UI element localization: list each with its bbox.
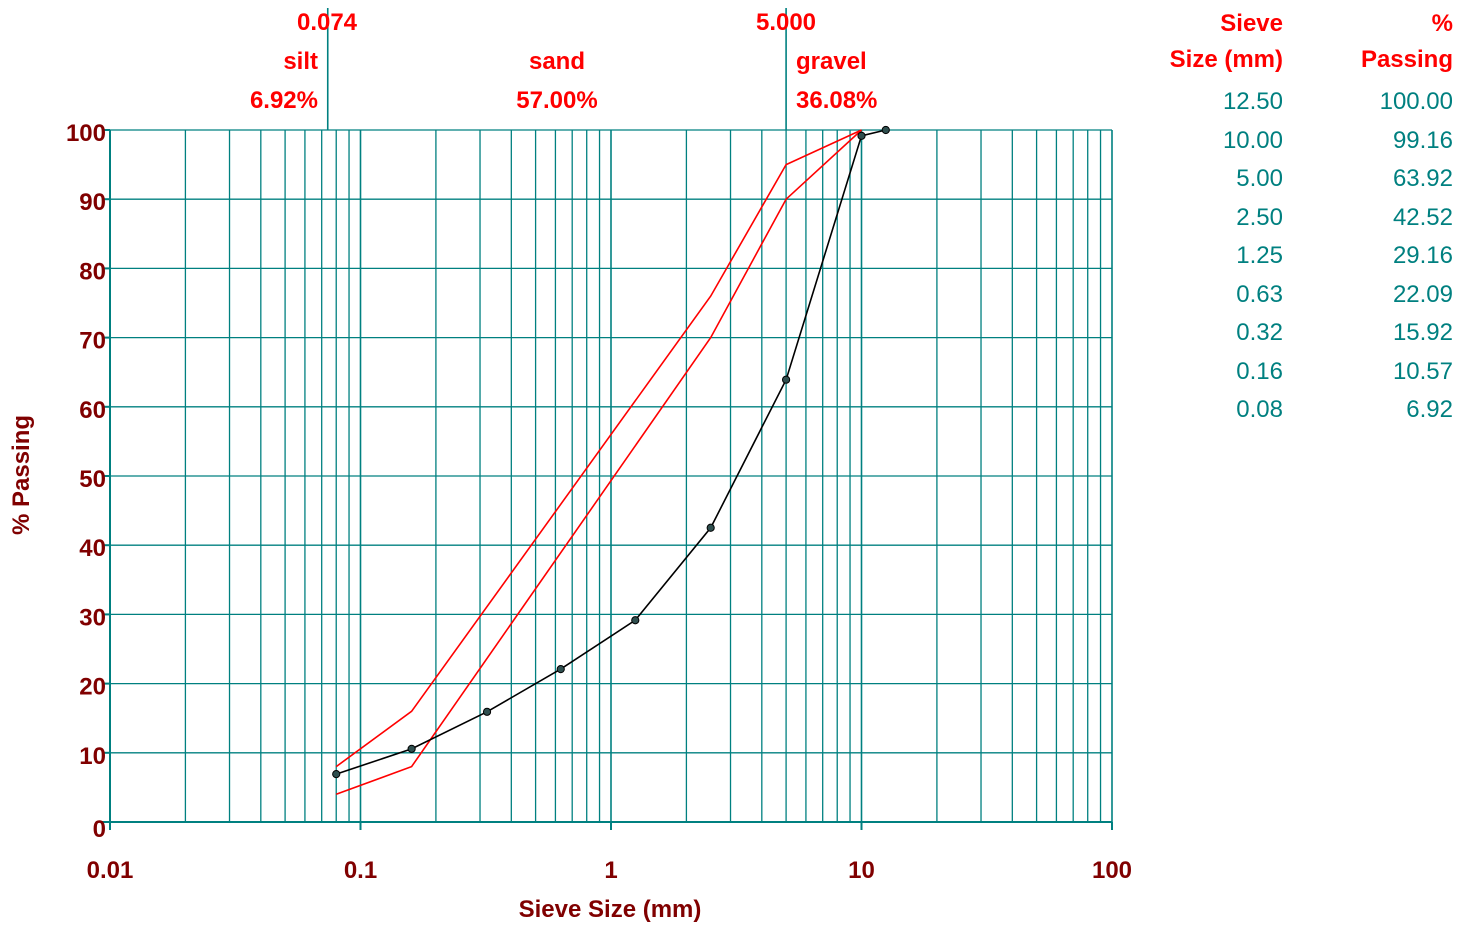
envelope-limit-line	[335, 129, 862, 768]
sieve-size-header: Sieve Size (mm)	[1083, 6, 1283, 78]
passing-cell: 100.00	[1379, 88, 1453, 115]
passing-cell: 42.52	[1392, 203, 1453, 231]
passing-cell: 63.92	[1392, 165, 1453, 192]
grading-curve-point	[706, 523, 715, 532]
passing-cell: 6.92	[1406, 396, 1453, 423]
passing-column: 100.00 99.16 63.92 42.52 29.16 22.09 15.…	[1303, 88, 1453, 435]
zone-sand-name: sand	[529, 48, 585, 75]
sieve-size-header-line2: Size (mm)	[1169, 46, 1283, 73]
y-tick-label: 40	[79, 535, 106, 562]
x-tick-label: 10	[848, 857, 875, 884]
sieve-size-cell: 1.25	[1236, 242, 1283, 269]
grading-curve-point	[781, 375, 791, 384]
grading-curve-point	[881, 125, 890, 135]
boundary-label-silt-sand: 0.074	[297, 9, 358, 36]
passing-cell: 15.92	[1392, 319, 1453, 346]
y-tick-label: 10	[79, 743, 106, 770]
x-tick-label: 100	[1092, 857, 1132, 884]
zone-silt-percent: 6.92%	[250, 87, 318, 114]
passing-header: % Passing	[1293, 6, 1453, 78]
sieve-size-column: 12.50 10.00 5.00 2.50 1.25 0.63 0.32 0.1…	[1133, 88, 1283, 435]
passing-cell: 22.09	[1392, 280, 1453, 308]
x-axis-title: Sieve Size (mm)	[519, 896, 702, 923]
boundary-label-sand-gravel: 5.000	[756, 9, 816, 36]
x-tick-label: 1	[604, 857, 617, 884]
y-tick-label: 0	[93, 816, 106, 843]
sieve-size-cell: 0.16	[1236, 357, 1283, 385]
sieve-size-cell: 0.32	[1236, 319, 1283, 346]
y-tick-label: 70	[79, 328, 106, 355]
sieve-size-cell: 10.00	[1222, 126, 1283, 154]
passing-cell: 29.16	[1392, 242, 1453, 269]
zone-sand-percent: 57.00%	[516, 87, 597, 114]
chart-grid	[102, 129, 1113, 830]
y-tick-label: 80	[79, 258, 106, 285]
axis-ticks: 0.01 0.1 1 10 100 0 10 20 30 40 50 60 70 80 90 100	[66, 120, 1132, 884]
x-tick-label: 0.01	[87, 857, 134, 884]
grading-curve-point	[857, 131, 866, 140]
grading-curve-point	[631, 616, 640, 625]
chart-series	[332, 125, 890, 796]
grading-curve-point	[556, 665, 565, 674]
y-tick-label: 50	[79, 466, 106, 493]
sieve-size-header-line1: Sieve	[1220, 10, 1283, 37]
envelope-limit-line	[335, 129, 863, 796]
x-tick-label: 0.1	[344, 857, 377, 884]
sieve-size-cell: 0.63	[1236, 280, 1283, 308]
zone-silt-name: silt	[283, 48, 318, 75]
y-tick-label: 60	[79, 397, 106, 424]
sieve-size-cell: 12.50	[1222, 88, 1283, 115]
passing-header-line2: Passing	[1360, 46, 1453, 73]
grading-curve-point	[332, 770, 341, 779]
passing-cell: 10.57	[1392, 357, 1453, 385]
passing-header-line1: %	[1431, 10, 1453, 37]
y-tick-label: 20	[79, 674, 106, 701]
zone-gravel-percent: 36.08%	[796, 87, 877, 114]
y-tick-label: 90	[79, 189, 106, 216]
sieve-size-cell: 5.00	[1236, 165, 1283, 192]
sieve-size-cell: 0.08	[1236, 396, 1283, 423]
zone-gravel-name: gravel	[796, 48, 867, 75]
grading-curve-point	[407, 744, 416, 753]
grading-curve-point	[482, 707, 492, 716]
passing-cell: 99.16	[1392, 126, 1453, 154]
y-tick-label: 100	[66, 120, 106, 147]
y-axis-title: % Passing	[8, 415, 35, 535]
zone-boundaries	[326, 8, 787, 130]
y-tick-label: 30	[79, 604, 106, 631]
sieve-size-cell: 2.50	[1236, 203, 1283, 231]
